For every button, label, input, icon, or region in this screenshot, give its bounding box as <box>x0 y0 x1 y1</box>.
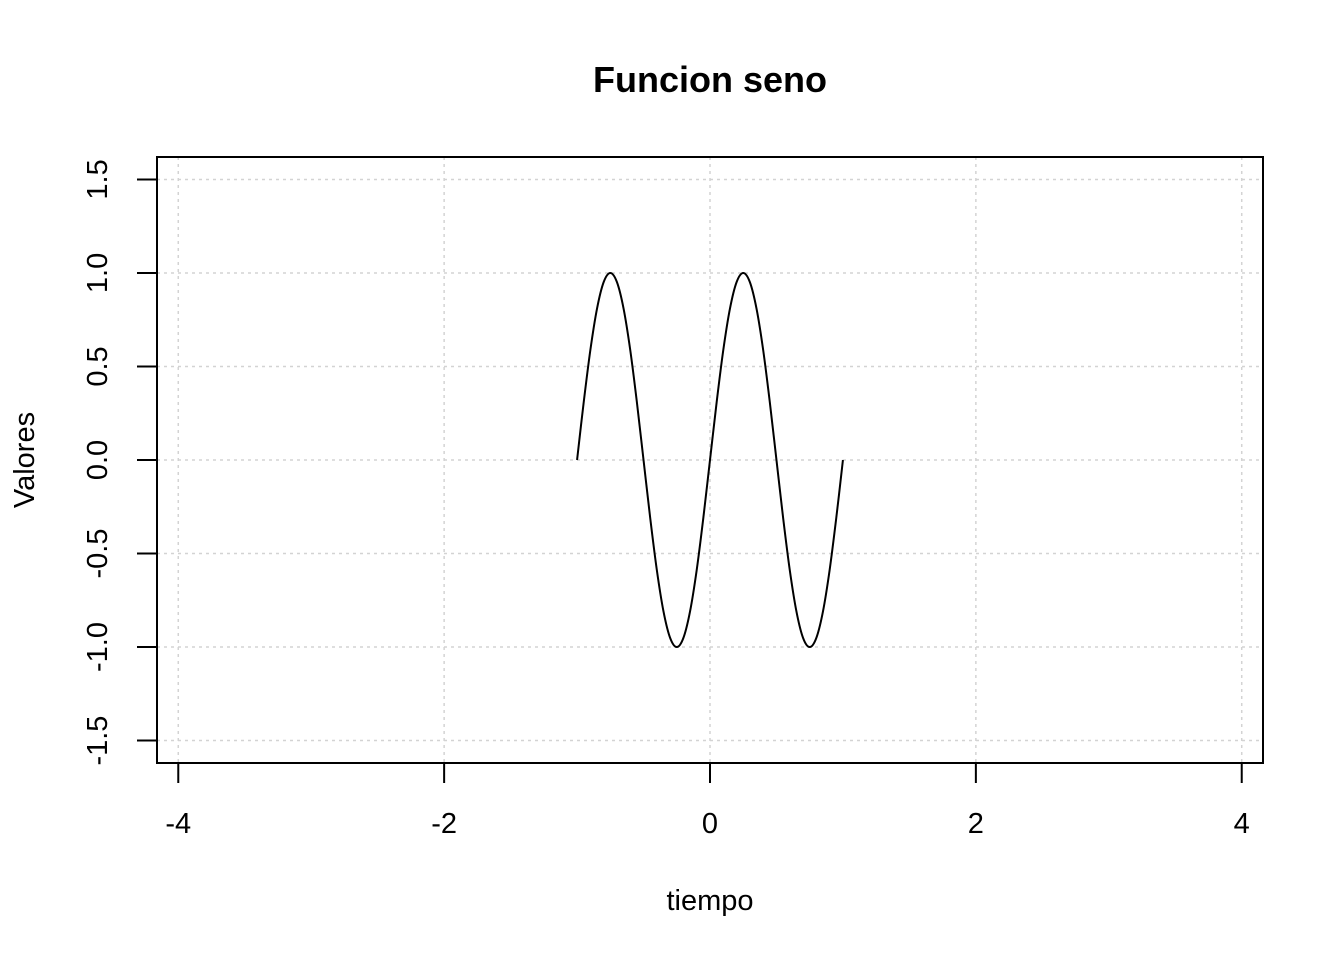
y-tick-label: 0.5 <box>82 346 114 386</box>
x-tick-label: 0 <box>702 808 718 840</box>
y-tick-label: 1.0 <box>82 253 114 293</box>
chart-title: Funcion seno <box>593 59 827 100</box>
y-tick-label: -1.0 <box>82 622 114 672</box>
grid <box>157 157 1263 763</box>
x-tick-label: -4 <box>165 808 191 840</box>
y-tick-label: -0.5 <box>82 529 114 579</box>
y-tick-label: 1.5 <box>82 159 114 199</box>
y-tick-label: 0.0 <box>82 440 114 480</box>
y-axis-label: Valores <box>9 412 41 508</box>
y-tick-label: -1.5 <box>82 716 114 766</box>
x-axis: -4 -2 0 2 4 <box>165 762 1250 840</box>
sine-series-line <box>576 271 844 649</box>
x-tick-label: -2 <box>431 808 457 840</box>
x-axis-label: tiempo <box>666 885 753 917</box>
y-axis: -1.5 -1.0 -0.5 0.0 0.5 1.0 1.5 <box>82 159 158 766</box>
x-tick-label: 4 <box>1234 808 1250 840</box>
x-tick-label: 2 <box>968 808 984 840</box>
series-group <box>576 271 844 649</box>
